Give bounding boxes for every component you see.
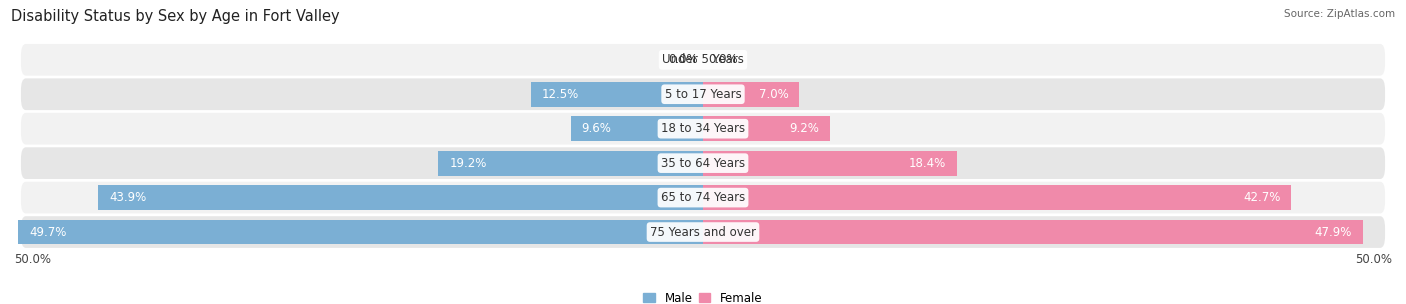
FancyBboxPatch shape xyxy=(21,182,1385,213)
Text: 0.0%: 0.0% xyxy=(709,53,738,66)
Text: 0.0%: 0.0% xyxy=(668,53,697,66)
Text: 75 Years and over: 75 Years and over xyxy=(650,226,756,239)
Text: 12.5%: 12.5% xyxy=(541,88,579,101)
Legend: Male, Female: Male, Female xyxy=(638,287,768,304)
Text: Source: ZipAtlas.com: Source: ZipAtlas.com xyxy=(1284,9,1395,19)
Bar xyxy=(571,116,703,141)
FancyBboxPatch shape xyxy=(21,147,1385,179)
Text: 5 to 17 Years: 5 to 17 Years xyxy=(665,88,741,101)
Text: 18 to 34 Years: 18 to 34 Years xyxy=(661,122,745,135)
Bar xyxy=(703,151,956,175)
Text: 50.0%: 50.0% xyxy=(14,254,51,266)
FancyBboxPatch shape xyxy=(21,44,1385,76)
Bar xyxy=(703,185,1291,210)
FancyBboxPatch shape xyxy=(21,78,1385,110)
Bar xyxy=(98,185,703,210)
Text: 43.9%: 43.9% xyxy=(110,191,146,204)
Text: Disability Status by Sex by Age in Fort Valley: Disability Status by Sex by Age in Fort … xyxy=(11,9,340,24)
FancyBboxPatch shape xyxy=(21,113,1385,144)
Bar xyxy=(703,82,800,107)
Text: Under 5 Years: Under 5 Years xyxy=(662,53,744,66)
FancyBboxPatch shape xyxy=(21,216,1385,248)
Bar xyxy=(18,220,703,244)
Bar xyxy=(439,151,703,175)
Text: 7.0%: 7.0% xyxy=(759,88,789,101)
Text: 47.9%: 47.9% xyxy=(1315,226,1353,239)
Bar xyxy=(703,220,1362,244)
Text: 49.7%: 49.7% xyxy=(30,226,66,239)
Text: 35 to 64 Years: 35 to 64 Years xyxy=(661,157,745,170)
Text: 42.7%: 42.7% xyxy=(1243,191,1281,204)
Bar xyxy=(703,116,830,141)
Text: 19.2%: 19.2% xyxy=(450,157,486,170)
Text: 65 to 74 Years: 65 to 74 Years xyxy=(661,191,745,204)
Text: 9.2%: 9.2% xyxy=(789,122,818,135)
Text: 9.6%: 9.6% xyxy=(582,122,612,135)
Text: 18.4%: 18.4% xyxy=(908,157,945,170)
Text: 50.0%: 50.0% xyxy=(1355,254,1392,266)
Bar xyxy=(531,82,703,107)
